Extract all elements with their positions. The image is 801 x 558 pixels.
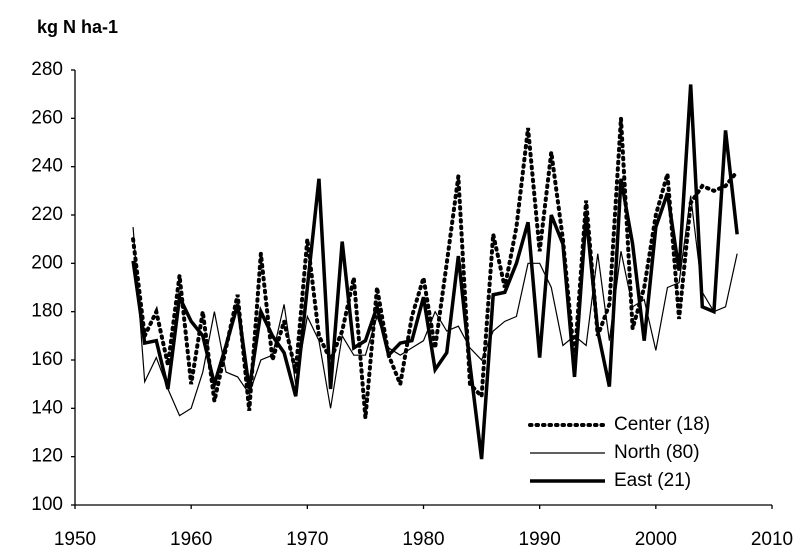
series-line — [131, 84, 739, 460]
y-axis-label: kg N ha-1 — [37, 17, 118, 37]
y-tick-label: 140 — [31, 397, 63, 418]
x-tick-label: 1970 — [286, 529, 328, 550]
x-tick-label: 1960 — [170, 529, 212, 550]
legend-label: East (21) — [614, 470, 691, 491]
y-tick-label: 100 — [31, 494, 63, 515]
x-tick-label: 1980 — [402, 529, 444, 550]
y-tick-label: 160 — [31, 349, 63, 370]
y-tick-label: 280 — [31, 59, 63, 80]
x-tick-label: 1990 — [519, 529, 561, 550]
y-tick-label: 220 — [31, 204, 63, 225]
x-tick-label: 2000 — [635, 529, 677, 550]
legend-label: Center (18) — [614, 414, 710, 435]
series-line — [132, 195, 738, 417]
x-tick-label: 1950 — [54, 529, 96, 550]
y-tick-label: 200 — [31, 252, 63, 273]
y-tick-label: 180 — [31, 301, 63, 322]
legend-label: North (80) — [614, 442, 700, 463]
series-line — [131, 118, 740, 419]
y-tick-label: 120 — [31, 446, 63, 467]
y-tick-label: 240 — [31, 156, 63, 177]
x-tick-label: 2010 — [751, 529, 793, 550]
y-tick-label: 260 — [31, 107, 63, 128]
